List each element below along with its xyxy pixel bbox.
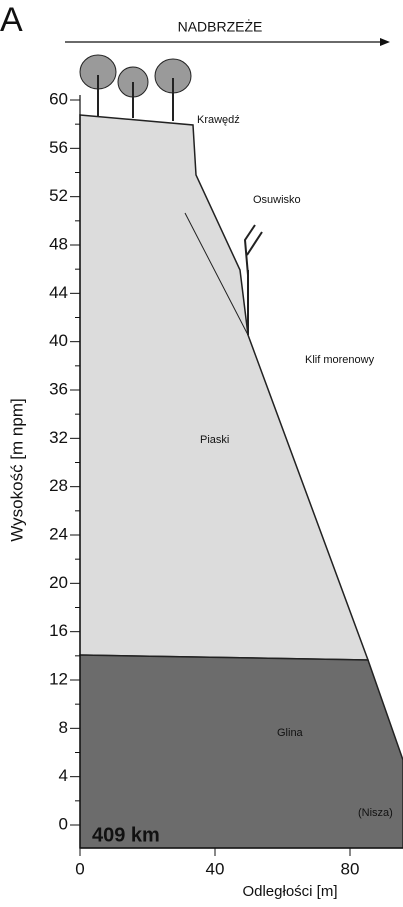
y-tick-label: 60 [49, 89, 68, 108]
y-axis-label: Wysokość [m npm] [7, 398, 26, 541]
y-tick-label: 0 [59, 814, 68, 833]
y-tick-label: 32 [49, 428, 68, 447]
x-tick-label: 40 [206, 859, 225, 878]
y-tick-label: 16 [49, 621, 68, 640]
y-tick-label: 24 [49, 524, 68, 543]
y-tick-label: 8 [59, 718, 68, 737]
y-tick-label: 20 [49, 573, 68, 592]
y-tick-label: 52 [49, 186, 68, 205]
annotation: (Nisza) [358, 807, 393, 819]
y-tick-label: 56 [49, 138, 68, 157]
direction-label: NADBRZEŻE [178, 18, 263, 35]
y-tick-label: 28 [49, 476, 68, 495]
y-tick-label: 48 [49, 234, 68, 253]
x-tick-label: 80 [341, 859, 360, 878]
y-tick-label: 40 [49, 331, 68, 350]
panel-label: A [0, 1, 23, 39]
annotation: Glina [277, 727, 304, 739]
annotation: Osuwisko [253, 194, 301, 206]
annotation: Klif morenowy [305, 354, 375, 366]
annotation: Piaski [200, 434, 229, 446]
site-label: 409 km [92, 824, 160, 846]
annotation: Krawędź [197, 114, 240, 126]
clay-layer [80, 655, 403, 848]
x-axis-label: Odległości [m] [242, 883, 337, 900]
y-tick-label: 12 [49, 669, 68, 688]
y-tick-label: 36 [49, 379, 68, 398]
y-tick-label: 4 [59, 766, 68, 785]
diagram: A NADBRZEŻE Wysokość [m npm] Odległości … [0, 0, 403, 907]
x-tick-label: 0 [75, 859, 84, 878]
y-tick-label: 44 [49, 283, 68, 302]
